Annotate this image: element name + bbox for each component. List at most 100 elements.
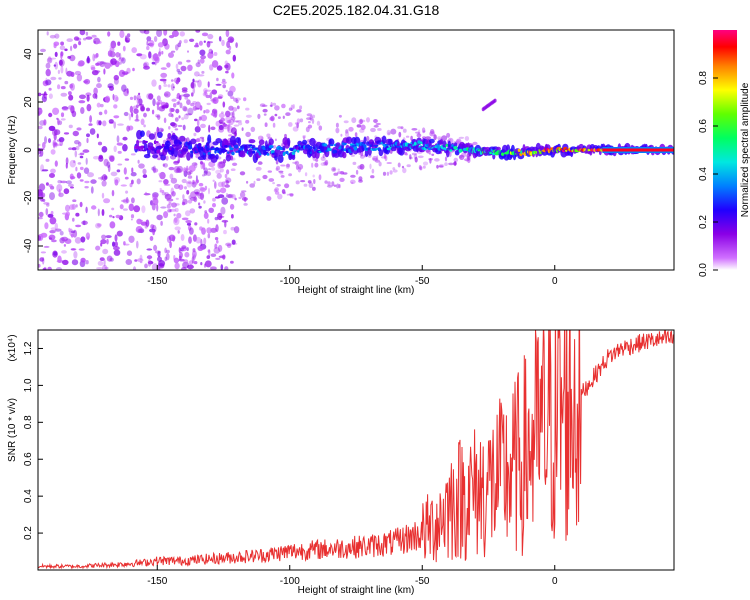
noise-blob [158,172,161,176]
ridge-halo [139,130,145,137]
noise-blob [196,137,201,143]
noise-blob [225,179,229,185]
noise-blob [159,171,166,180]
noise-blob [165,249,170,254]
bottom-y-tick-label: 0.2 [23,526,34,540]
noise-blob [429,158,432,164]
noise-blob [230,115,236,121]
noise-blob [338,114,342,118]
noise-blob [90,186,94,194]
noise-blob [236,105,240,110]
noise-blob [44,136,47,144]
noise-blob [44,94,47,98]
noise-blob [68,227,71,233]
noise-blob [217,96,223,99]
noise-blob [181,266,187,270]
noise-blob [126,250,133,256]
noise-blob [272,102,277,106]
ridge-halo [496,146,501,151]
ridge-core [297,149,300,153]
noise-blob [206,227,212,234]
noise-blob [52,107,60,116]
noise-blob [59,45,66,51]
noise-blob [401,165,405,169]
noise-blob [274,138,277,142]
ridge-halo [381,135,387,145]
noise-blob [82,220,86,226]
noise-blob [402,167,407,174]
ridge-core [363,144,367,149]
noise-blob [133,205,141,213]
noise-blob [112,216,115,219]
noise-blob [143,124,146,128]
noise-blob [38,92,42,97]
noise-blob [208,168,211,171]
noise-blob [105,235,112,239]
noise-blob [113,145,117,153]
noise-blob [257,135,264,141]
noise-blob [126,125,131,132]
noise-blob [163,91,171,98]
noise-blob [115,52,120,58]
colorbar-tick-label: 0.6 [698,119,709,133]
noise-blob [409,154,412,160]
noise-blob [49,230,56,234]
ridge-core [166,140,170,144]
noise-blob [179,40,182,44]
ridge-halo [258,139,265,145]
noise-blob [126,33,131,38]
noise-blob [50,168,56,174]
noise-blob [85,232,91,240]
noise-blob [182,194,185,200]
noise-blob [72,130,80,137]
noise-blob [245,119,250,124]
noise-blob [98,155,104,162]
noise-blob [149,40,155,48]
noise-blob [274,191,280,195]
noise-blob [245,107,250,111]
ridge-halo [152,154,159,159]
ridge-core [187,145,193,150]
noise-blob [179,102,183,109]
noise-blob [211,60,219,68]
bottom-y-tick-label: 0.6 [23,452,34,466]
noise-blob [314,162,319,168]
noise-blob [174,203,180,206]
noise-blob [190,191,197,199]
ridge-halo [157,131,163,138]
noise-blob [146,36,152,42]
noise-blob [114,241,119,248]
noise-blob [214,181,217,189]
colorbar-tick-label: 0.4 [698,167,709,181]
noise-blob [132,266,137,270]
noise-blob [103,68,106,75]
noise-blob [192,250,197,258]
noise-blob [100,176,104,181]
noise-blob [338,184,341,189]
noise-blob [204,210,208,214]
ridge-halo [328,138,335,146]
colorbar-label: Normalized spectral amplitude [740,82,750,217]
noise-blob [392,169,398,173]
noise-blob [196,191,199,197]
noise-blob [243,97,247,102]
noise-blob [208,187,210,195]
noise-blob [93,40,96,44]
noise-blob [135,113,139,121]
noise-blob [411,128,418,131]
noise-blob [414,156,418,163]
noise-blob [168,234,176,242]
noise-blob [295,164,299,170]
noise-blob [438,165,444,168]
noise-blob [171,30,179,37]
ridge-core [229,147,234,150]
noise-blob [88,123,93,126]
noise-blob [206,171,212,177]
noise-blob [158,260,166,267]
noise-blob [332,168,336,171]
noise-blob [225,89,228,93]
noise-blob [195,42,199,47]
noise-blob [53,133,57,141]
noise-blob [217,212,223,221]
noise-blob [152,197,159,206]
